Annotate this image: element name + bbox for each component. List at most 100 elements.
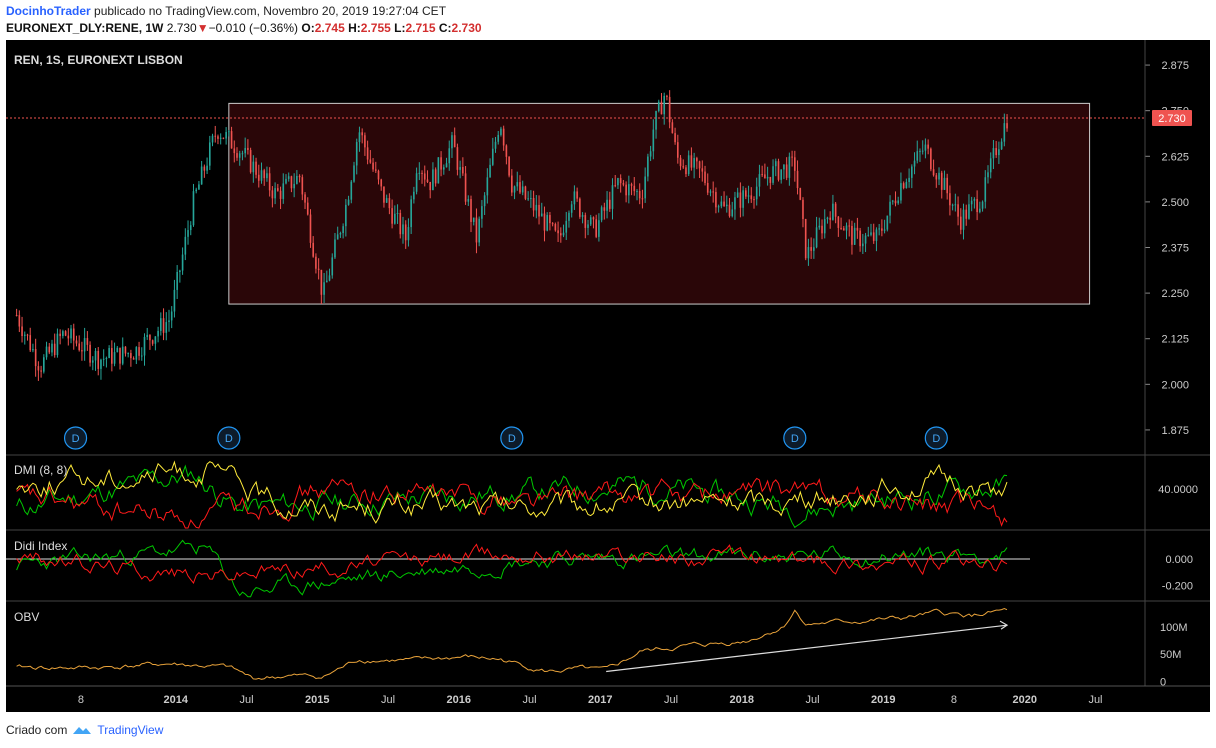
- dividend-marker[interactable]: D: [783, 426, 807, 450]
- candle-body: [540, 213, 543, 217]
- candle-body: [121, 346, 124, 364]
- candle-body: [132, 358, 135, 360]
- candle-body: [102, 358, 105, 360]
- candle-body: [282, 183, 285, 199]
- candle-body: [930, 148, 932, 170]
- candle-body: [279, 190, 282, 199]
- price-tick-label: 1.875: [1161, 425, 1189, 437]
- candle-body: [750, 195, 753, 200]
- candle-body: [176, 271, 178, 290]
- candle-body: [851, 225, 853, 245]
- candle-body: [709, 191, 712, 193]
- dividend-marker[interactable]: D: [63, 426, 88, 450]
- time-axis[interactable]: 8 2014 Jul 2015 Jul 2016 Jul 2017 Jul 2018 Jul 2019…: [78, 694, 1103, 706]
- dividend-marker-label: D: [791, 433, 799, 445]
- candle-body: [336, 234, 339, 240]
- candle-body: [149, 334, 151, 341]
- candle-body: [385, 198, 388, 203]
- candle-body: [628, 184, 630, 196]
- dividend-marker[interactable]: D: [217, 426, 241, 450]
- candle-body: [306, 202, 309, 215]
- dmi-tick-label: 40.0000: [1158, 484, 1198, 496]
- candle-body: [638, 191, 641, 199]
- didi-title: Didi Index: [14, 539, 67, 553]
- candle-body: [500, 128, 502, 135]
- dividend-marker[interactable]: D: [500, 426, 524, 450]
- didi-pane[interactable]: Didi Index 0.000 -0.200: [6, 529, 1210, 598]
- candle-body: [29, 335, 32, 351]
- candle-body: [37, 366, 40, 371]
- candle-body: [856, 227, 859, 231]
- time-tick-label: 8: [78, 694, 84, 706]
- tradingview-brand-link[interactable]: TradingView: [97, 723, 164, 737]
- dividend-marker-circle: [217, 426, 241, 450]
- candle-body: [872, 232, 875, 241]
- dmi-lines: [16, 460, 1008, 529]
- candle-body: [317, 268, 320, 270]
- candle-body: [369, 159, 372, 163]
- candle-body: [862, 243, 864, 247]
- author-link[interactable]: DocinhoTrader: [6, 4, 91, 18]
- candle-body: [217, 136, 219, 139]
- range-box[interactable]: [228, 102, 1091, 305]
- obv-pane[interactable]: OBV 100M 50M 0: [6, 600, 1210, 688]
- candle-body: [715, 192, 717, 208]
- candle-body: [1000, 141, 1003, 150]
- candle-body: [943, 177, 946, 190]
- candle-body: [263, 170, 266, 179]
- obv-axis: 100M 50M 0: [1160, 622, 1188, 688]
- candle-body: [524, 186, 527, 199]
- candle-body: [26, 334, 29, 336]
- candle-body: [225, 132, 227, 139]
- candle-body: [761, 174, 763, 176]
- candle-body: [418, 172, 421, 174]
- candle-body: [399, 213, 402, 235]
- candle-body: [415, 173, 418, 192]
- candle-body: [807, 247, 810, 259]
- candle-body: [91, 360, 94, 363]
- candle-body: [410, 199, 412, 228]
- candle-body: [111, 348, 113, 364]
- symbol-label: EURONEXT_DLY:RENE, 1W: [6, 21, 164, 35]
- candle-body: [813, 247, 815, 251]
- minus-di-line: [16, 477, 1008, 529]
- candle-body: [823, 219, 826, 234]
- candle-body: [497, 134, 500, 142]
- candle-body: [472, 217, 475, 222]
- candle-body: [712, 191, 714, 193]
- candle-body: [244, 147, 246, 154]
- candle-body: [478, 218, 480, 243]
- candle-body: [1003, 123, 1006, 142]
- candle-body: [187, 230, 189, 237]
- candle-body: [589, 217, 592, 225]
- candle-body: [753, 199, 755, 201]
- candle-body: [491, 148, 494, 165]
- candle-body: [701, 168, 704, 172]
- candle-body: [690, 155, 693, 168]
- candle-body: [644, 176, 646, 199]
- candle-body: [924, 144, 927, 151]
- candle-body: [927, 144, 929, 149]
- candle-body: [219, 137, 222, 139]
- last-price: 2.730: [166, 21, 197, 35]
- didi-tick-label: -0.200: [1162, 581, 1193, 593]
- candle-body: [657, 101, 660, 112]
- candle-body: [671, 122, 674, 134]
- dmi-pane[interactable]: DMI (8, 8) 40.0000: [6, 454, 1210, 529]
- candle-body: [238, 153, 241, 158]
- candle-body: [908, 177, 910, 183]
- price-axis[interactable]: 2.8752.7502.6252.5002.3752.2502.1252.000…: [1145, 60, 1189, 437]
- candle-body: [257, 174, 260, 181]
- candle-body: [649, 151, 652, 157]
- obv-trendline[interactable]: [606, 624, 1008, 673]
- candle-body: [573, 191, 576, 205]
- candle-body: [391, 208, 393, 224]
- time-tick-label: 2017: [588, 694, 612, 706]
- candle-body: [350, 181, 353, 200]
- candle-body: [921, 150, 924, 152]
- candle-body: [383, 186, 385, 203]
- candle-body: [894, 200, 897, 204]
- dividend-marker[interactable]: D: [924, 426, 948, 450]
